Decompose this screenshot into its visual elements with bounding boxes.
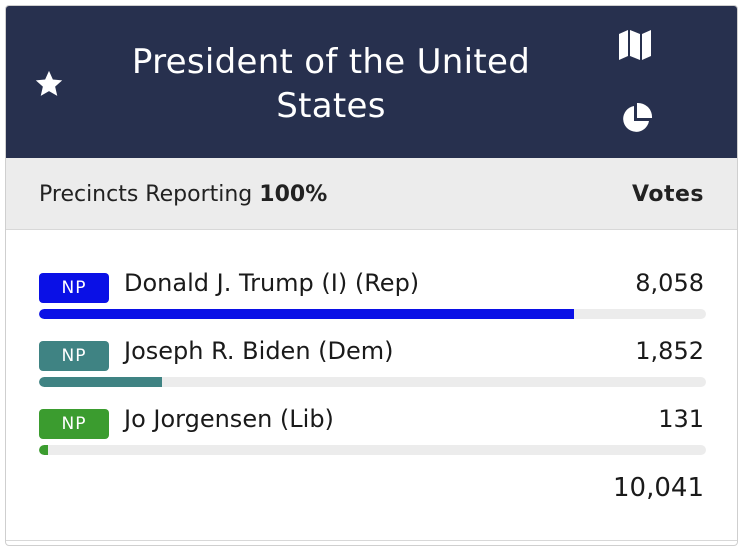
candidate-row: NP Jo Jorgensen (Lib) 131 <box>6 404 737 470</box>
precincts-value: 100% <box>259 182 328 207</box>
candidate-name: Joseph R. Biden (Dem) <box>124 337 394 365</box>
precincts-label: Precincts Reporting <box>39 182 253 207</box>
race-header: President of the United States <box>6 6 737 158</box>
party-badge: NP <box>39 341 109 371</box>
divider <box>6 540 737 541</box>
candidate-row: NP Joseph R. Biden (Dem) 1,852 <box>6 336 737 402</box>
candidate-votes: 8,058 <box>635 269 704 297</box>
map-icon[interactable] <box>617 28 653 62</box>
star-icon[interactable] <box>33 68 65 100</box>
vote-bar-track <box>39 377 706 387</box>
vote-bar-fill <box>39 377 162 387</box>
party-badge: NP <box>39 273 109 303</box>
candidate-votes: 1,852 <box>635 337 704 365</box>
total-votes: 10,041 <box>613 473 704 503</box>
precincts-reporting: Precincts Reporting 100% <box>39 182 327 207</box>
vote-bar-fill <box>39 309 575 319</box>
vote-bar-track <box>39 309 706 319</box>
results-subheader: Precincts Reporting 100% Votes <box>6 158 737 230</box>
votes-column-header: Votes <box>632 182 704 207</box>
race-title: President of the United States <box>131 42 531 126</box>
candidate-name: Jo Jorgensen (Lib) <box>124 405 334 433</box>
vote-bar-fill <box>39 445 48 455</box>
candidate-name: Donald J. Trump (I) (Rep) <box>124 269 420 297</box>
vote-bar-track <box>39 445 706 455</box>
candidate-votes: 131 <box>658 405 704 433</box>
race-card: President of the United States Precincts… <box>5 5 738 546</box>
party-badge: NP <box>39 409 109 439</box>
pie-chart-icon[interactable] <box>619 102 653 136</box>
candidate-row: NP Donald J. Trump (I) (Rep) 8,058 <box>6 268 737 334</box>
